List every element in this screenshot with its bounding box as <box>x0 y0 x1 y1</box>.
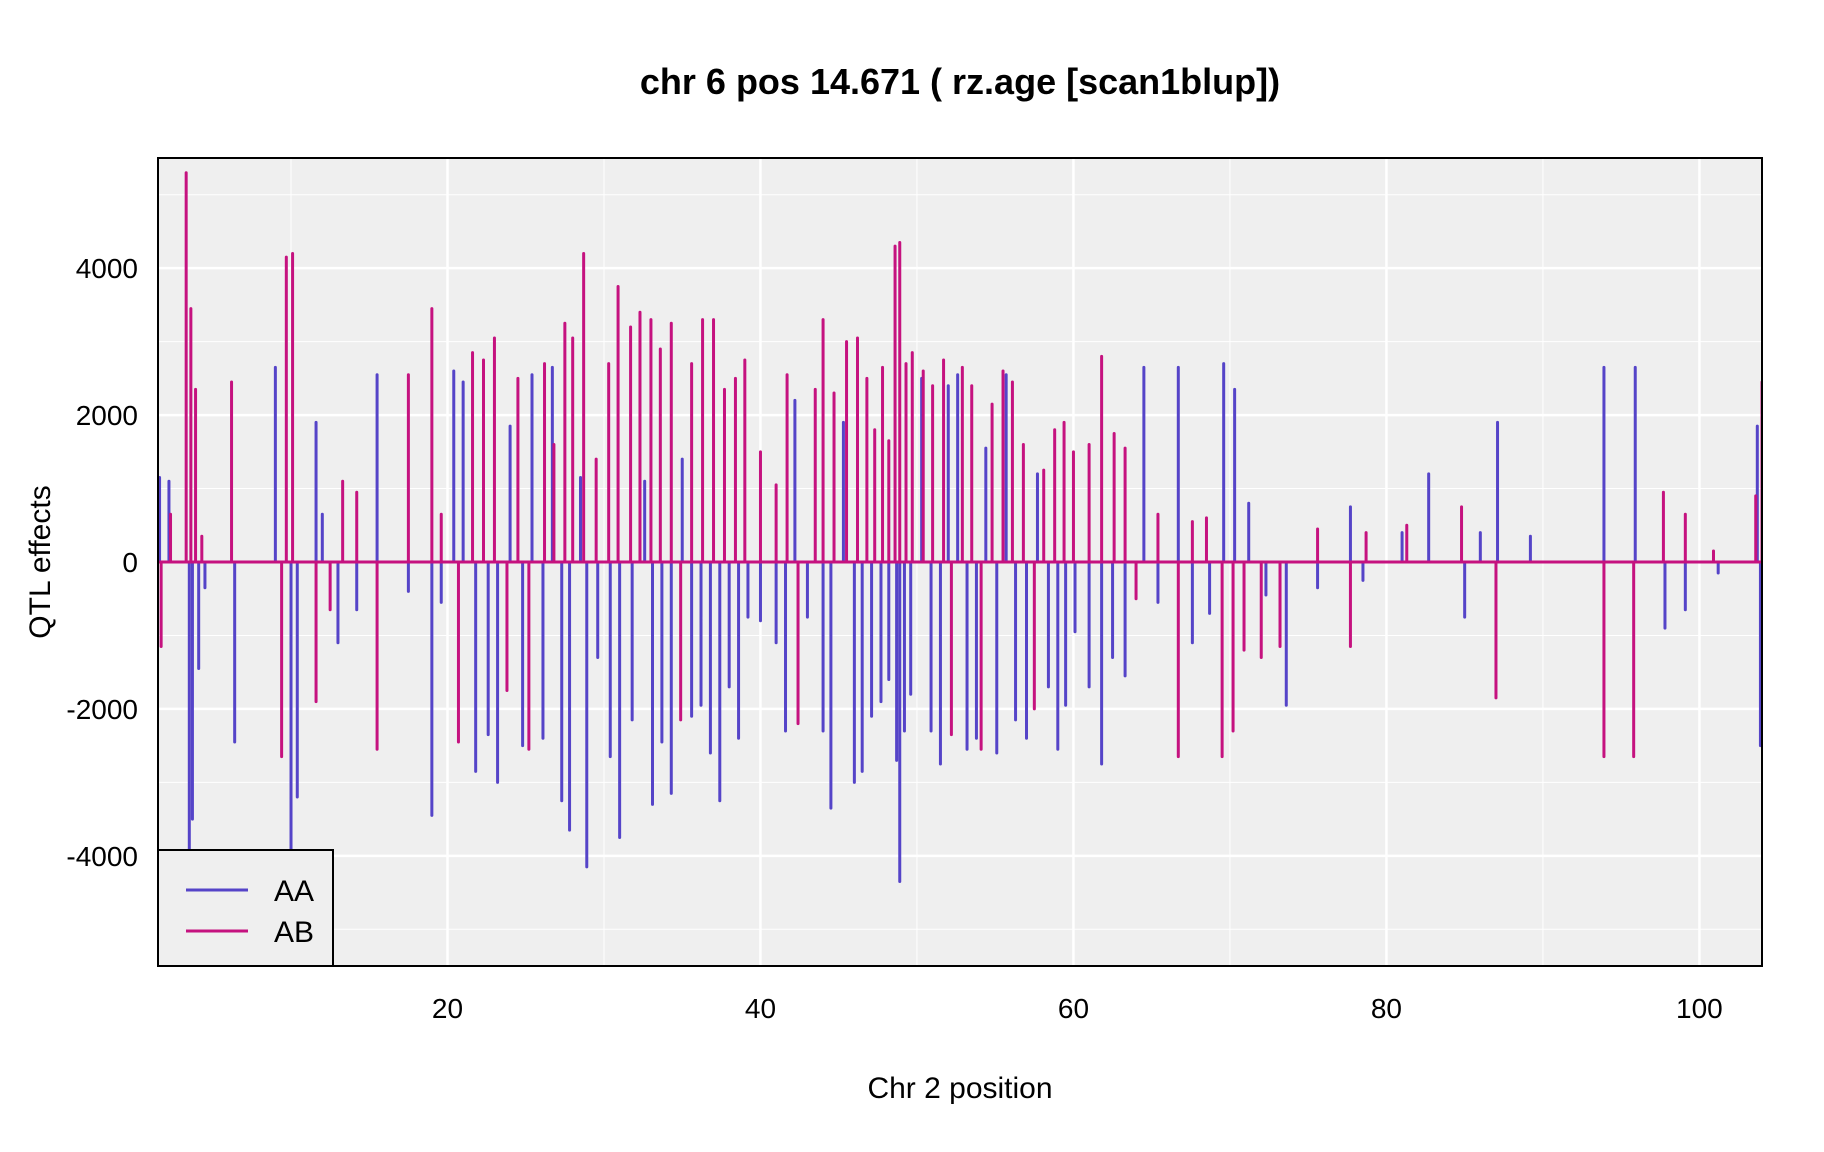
y-tick-label: 4000 <box>76 253 138 284</box>
legend: AA AB <box>157 849 334 967</box>
x-tick-label: 40 <box>745 993 776 1024</box>
plot-frame <box>157 157 1763 967</box>
series-layer <box>158 171 1762 884</box>
chart-title: chr 6 pos 14.671 ( rz.age [scan1blup]) <box>640 61 1280 102</box>
y-tick-label: 2000 <box>76 400 138 431</box>
y-tick-label: -4000 <box>66 841 138 872</box>
legend-label-aa: AA <box>274 875 314 908</box>
x-axis-label: Chr 2 position <box>867 1072 1052 1105</box>
x-tick-label: 100 <box>1676 993 1723 1024</box>
y-tick-label: -2000 <box>66 694 138 725</box>
x-tick-label: 20 <box>432 993 463 1024</box>
legend-box <box>157 849 334 967</box>
x-axis-ticks: 20 40 60 80 100 <box>432 993 1723 1024</box>
y-axis-label: QTL effects <box>24 485 57 638</box>
x-tick-label: 80 <box>1371 993 1402 1024</box>
x-tick-label: 60 <box>1058 993 1089 1024</box>
y-axis-ticks: -4000 -2000 0 2000 4000 <box>66 253 138 872</box>
y-tick-label: 0 <box>122 547 138 578</box>
series-line-ab <box>158 171 1762 759</box>
legend-label-ab: AB <box>274 916 314 949</box>
